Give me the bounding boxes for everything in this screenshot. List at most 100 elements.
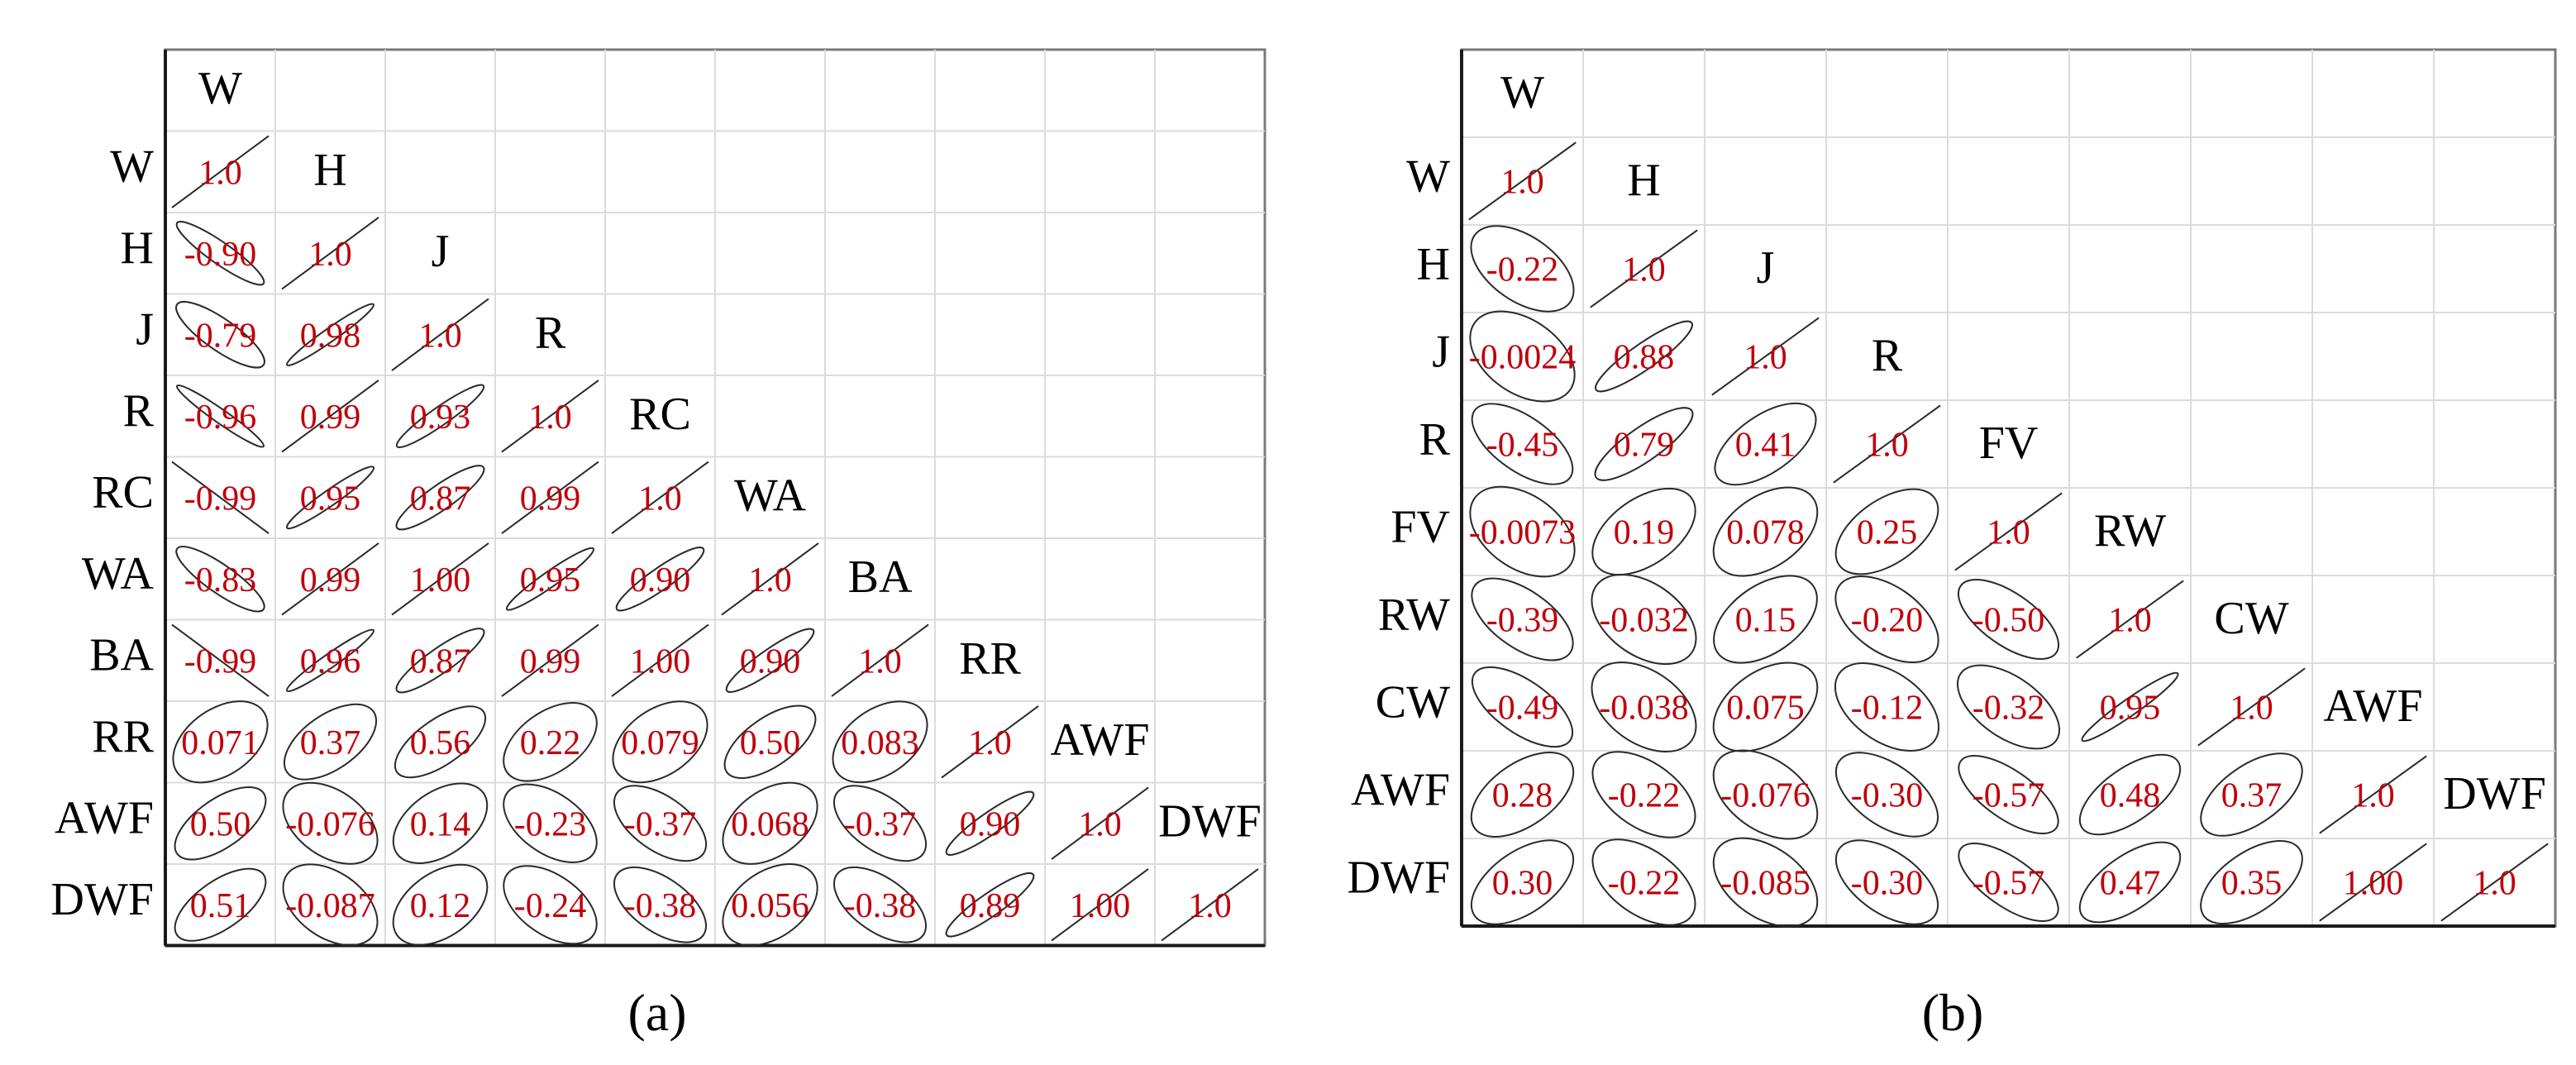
- correlation-ellipse: [1712, 837, 1819, 928]
- correlation-ellipse: [175, 546, 265, 613]
- correlation-value: 0.99: [300, 399, 361, 437]
- column-label: BA: [848, 552, 913, 603]
- correlation-value: 0.056: [731, 887, 809, 925]
- correlation-ellipse: [1591, 661, 1697, 753]
- correlation-ellipse: [723, 704, 817, 780]
- correlation-value: -0.38: [844, 887, 917, 925]
- correlation-ellipse: [391, 298, 489, 371]
- correlation-value: 0.99: [520, 480, 581, 518]
- correlation-value: 0.90: [740, 642, 801, 681]
- correlation-ellipse: [1712, 661, 1819, 752]
- correlation-value: 0.90: [630, 561, 691, 599]
- correlation-ellipse: [171, 461, 270, 534]
- correlation-value: 0.56: [410, 724, 471, 762]
- correlation-value: 1.0: [1500, 164, 1544, 202]
- correlation-value: 1.00: [410, 561, 471, 599]
- correlation-value: -0.22: [1486, 251, 1559, 289]
- row-label: R: [123, 385, 155, 437]
- correlation-value: -0.32: [1973, 690, 2045, 728]
- correlation-ellipse: [1051, 868, 1149, 942]
- correlation-value: 0.075: [1726, 690, 1805, 728]
- correlation-ellipse: [503, 783, 598, 863]
- correlation-value: 1.0: [2473, 865, 2516, 903]
- correlation-value: 1.0: [748, 561, 792, 599]
- correlation-ellipse: [722, 781, 818, 865]
- correlation-ellipse: [1713, 575, 1818, 664]
- correlation-value: 0.14: [410, 805, 471, 843]
- correlation-value: 1.0: [968, 724, 1012, 762]
- correlation-ellipse: [613, 785, 708, 862]
- correlation-ellipse: [1051, 786, 1149, 860]
- correlation-ellipse: [285, 628, 375, 692]
- correlation-ellipse: [1471, 577, 1574, 661]
- correlation-value: -0.12: [1851, 690, 1924, 728]
- correlation-value: 1.0: [2230, 690, 2273, 728]
- correlation-ellipse: [1591, 573, 1697, 666]
- column-label: WA: [734, 470, 807, 522]
- correlation-value: 1.0: [638, 480, 682, 518]
- correlation-ellipse: [395, 628, 485, 694]
- correlation-value: 0.083: [841, 724, 919, 762]
- column-label: H: [1627, 155, 1660, 206]
- correlation-ellipse: [1469, 485, 1576, 578]
- correlation-ellipse: [1595, 320, 1693, 393]
- correlation-value: 1.00: [630, 642, 691, 681]
- correlation-value: -0.37: [844, 805, 917, 843]
- correlation-ellipse: [941, 705, 1039, 779]
- correlation-value: 0.98: [300, 317, 361, 355]
- correlation-value: -0.20: [1851, 602, 1924, 640]
- correlation-ellipse: [1470, 225, 1575, 313]
- correlation-ellipse: [1834, 488, 1939, 575]
- correlation-value: 0.37: [300, 724, 361, 762]
- row-label: W: [1406, 151, 1450, 203]
- correlation-value: 0.48: [2100, 777, 2161, 815]
- panel-label: (a): [627, 983, 686, 1042]
- correlation-ellipse: [615, 547, 705, 612]
- correlation-value: 0.28: [1492, 777, 1553, 815]
- correlation-ellipse: [945, 790, 1035, 856]
- correlation-ellipse: [501, 623, 599, 697]
- correlation-ellipse: [2319, 755, 2427, 834]
- correlation-ellipse: [832, 700, 928, 784]
- correlation-ellipse: [1714, 402, 1817, 486]
- correlation-value: 0.95: [2100, 690, 2161, 728]
- correlation-value: 0.87: [410, 642, 471, 681]
- correlation-value: -0.79: [184, 317, 257, 355]
- correlation-value: 0.79: [1614, 427, 1675, 465]
- correlation-ellipse: [283, 703, 378, 781]
- correlation-ellipse: [1591, 487, 1696, 576]
- row-label: WA: [82, 548, 155, 599]
- row-label: CW: [1376, 677, 1450, 728]
- correlation-ellipse: [171, 135, 270, 208]
- row-label: R: [1419, 414, 1451, 466]
- correlation-ellipse: [1957, 579, 2060, 660]
- panel-a-correlation-matrix: WHJRRCWABARRAWFDWFWHJRRCWABARRAWFDWF1.0-…: [51, 48, 1267, 1042]
- correlation-ellipse: [832, 866, 928, 943]
- column-label: CW: [2214, 593, 2288, 644]
- correlation-value: 0.41: [1735, 427, 1796, 465]
- column-label: DWF: [2443, 768, 2545, 819]
- column-label: J: [432, 226, 450, 277]
- correlation-ellipse: [503, 701, 598, 782]
- correlation-ellipse: [722, 863, 818, 947]
- correlation-value: 0.071: [181, 724, 260, 762]
- row-label: AWF: [1351, 765, 1450, 816]
- correlation-ellipse: [281, 217, 379, 290]
- correlation-ellipse: [282, 781, 379, 865]
- correlation-ellipse: [394, 705, 487, 779]
- correlation-value: 0.25: [1857, 514, 1918, 552]
- correlation-value: 0.99: [520, 642, 581, 681]
- correlation-value: 1.0: [418, 317, 462, 355]
- panel-label: (b): [1922, 983, 1984, 1042]
- correlation-ellipse: [174, 786, 267, 861]
- correlation-ellipse: [2081, 671, 2179, 743]
- correlation-value: 0.30: [1492, 865, 1553, 903]
- column-label: RR: [959, 633, 1021, 685]
- correlation-ellipse: [1954, 492, 2063, 571]
- correlation-value: 0.87: [410, 480, 471, 518]
- correlation-ellipse: [2200, 839, 2303, 925]
- correlation-value: 0.90: [960, 805, 1021, 843]
- correlation-value: -0.23: [514, 805, 587, 843]
- correlation-ellipse: [831, 623, 929, 697]
